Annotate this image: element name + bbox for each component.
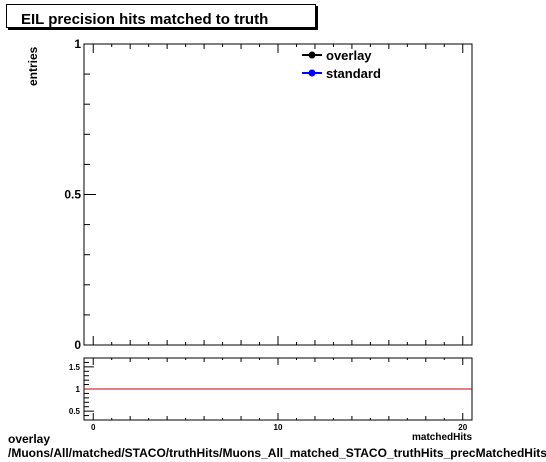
ratio-y-tick-label: 1.5	[69, 363, 81, 372]
y-tick-label: 1	[74, 37, 81, 51]
main-y-ticks: 00.51	[64, 37, 96, 352]
footer-line-2: /Muons/All/matched/STACO/truthHits/Muons…	[8, 446, 546, 460]
ratio-x-tick-label: 0	[91, 423, 96, 432]
chart-title: EIL precision hits matched to truth	[21, 11, 269, 28]
legend-marker	[308, 69, 316, 77]
footer-line-1: overlay	[8, 432, 51, 446]
legend-marker	[308, 51, 316, 59]
main-plot-frame	[83, 43, 473, 346]
main-frame-rect	[83, 43, 473, 346]
ratio-y-ticks: 0.5 1 1.5	[69, 361, 94, 416]
legend-label: standard	[326, 66, 381, 81]
ratio-x-tick-label: 20	[458, 423, 467, 432]
x-axis-label: matchedHits	[412, 432, 472, 443]
ratio-y-tick-label: 1	[76, 385, 81, 394]
title-box: EIL precision hits matched to truth	[6, 4, 316, 28]
legend: overlay standard	[302, 48, 381, 81]
main-x-ticks	[92, 44, 464, 345]
ratio-y-tick-label: 0.5	[69, 407, 81, 416]
y-tick-label: 0.5	[64, 188, 81, 202]
legend-label: overlay	[326, 48, 372, 63]
y-tick-label: 0	[74, 338, 81, 352]
ratio-x-tick-label: 10	[274, 423, 283, 432]
